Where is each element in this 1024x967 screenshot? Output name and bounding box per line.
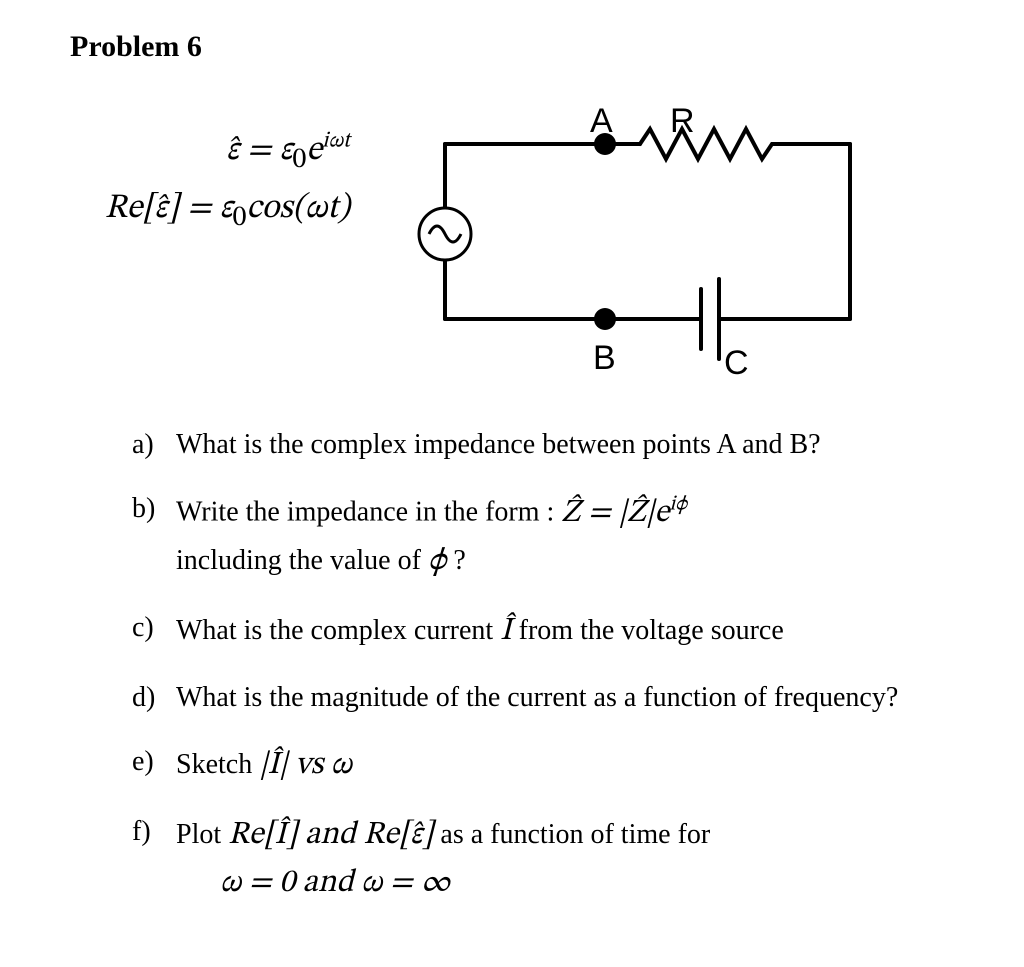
equation-2: Re[ε̂] = ε0cos(ωt) [70, 182, 350, 240]
question-c: c) What is the complex current Î from th… [132, 607, 974, 655]
question-f-label: f) [132, 811, 176, 907]
question-d-body: What is the magnitude of the current as … [176, 677, 974, 719]
question-a-label: a) [132, 424, 176, 466]
question-b-math-main: Ẑ = |Ẑ|e [561, 497, 669, 529]
label-a: A [590, 102, 613, 140]
question-e-text1: Sketch [176, 749, 259, 780]
question-b-qmark: ? [453, 545, 465, 576]
question-b-text2: including the value of [176, 545, 428, 576]
question-c-text2: from the voltage source [519, 615, 784, 646]
question-b-body: Write the impedance in the form : Ẑ = |Ẑ… [176, 488, 974, 585]
eq2-sub: 0 [232, 203, 246, 232]
question-d-label: d) [132, 677, 176, 719]
question-c-math: Î [500, 615, 511, 647]
resistor-symbol [640, 129, 780, 159]
question-b: b) Write the impedance in the form : Ẑ =… [132, 488, 974, 585]
question-f-math2: ω = 0 and ω = ∞ [176, 859, 974, 907]
question-f-text1: Plot [176, 819, 228, 850]
question-e-math: |Î| vs ω [259, 749, 352, 781]
question-c-text1: What is the complex current [176, 615, 500, 646]
question-f-text2: as a function of time for [440, 819, 710, 850]
question-b-text1: Write the impedance in the form : [176, 497, 561, 528]
equation-1: ε̂ = ε0eiωt [70, 124, 350, 182]
question-c-label: c) [132, 607, 176, 655]
question-b-math-sup: iϕ [669, 493, 687, 514]
eq2-rhs: cos(ωt) [247, 192, 351, 226]
eq1-e: e [306, 134, 322, 168]
question-e: e) Sketch |Î| vs ω [132, 741, 974, 789]
question-e-body: Sketch |Î| vs ω [176, 741, 974, 789]
eq2-lhs: Re[ε̂] = ε [105, 192, 233, 226]
eq1-sup: iωt [322, 131, 350, 153]
questions-list: a) What is the complex impedance between… [70, 424, 974, 907]
question-a-body: What is the complex impedance between po… [176, 424, 974, 466]
question-f: f) Plot Re[Î] and Re[ε̂] as a function o… [132, 811, 974, 907]
question-a: a) What is the complex impedance between… [132, 424, 974, 466]
question-b-label: b) [132, 488, 176, 585]
label-c: C [724, 344, 749, 382]
label-r: R [670, 102, 695, 140]
problem-title: Problem 6 [70, 30, 974, 64]
top-row: ε̂ = ε0eiωt Re[ε̂] = ε0cos(ωt) [70, 84, 974, 384]
question-f-body: Plot Re[Î] and Re[ε̂] as a function of t… [176, 811, 974, 907]
eq1-sub: 0 [292, 145, 306, 174]
question-d: d) What is the magnitude of the current … [132, 677, 974, 719]
eq1-lhs: ε̂ = ε [226, 134, 292, 168]
question-f-math1: Re[Î] and Re[ε̂] [228, 819, 433, 851]
question-c-body: What is the complex current Î from the v… [176, 607, 974, 655]
source-equations: ε̂ = ε0eiωt Re[ε̂] = ε0cos(ωt) [70, 84, 350, 240]
label-b: B [593, 339, 616, 377]
question-e-label: e) [132, 741, 176, 789]
circuit-diagram: A R B C [380, 84, 900, 384]
question-b-phi: ϕ [428, 545, 446, 577]
node-b-dot [594, 308, 616, 330]
question-b-math: Ẑ = |Ẑ|eiϕ [561, 497, 687, 529]
